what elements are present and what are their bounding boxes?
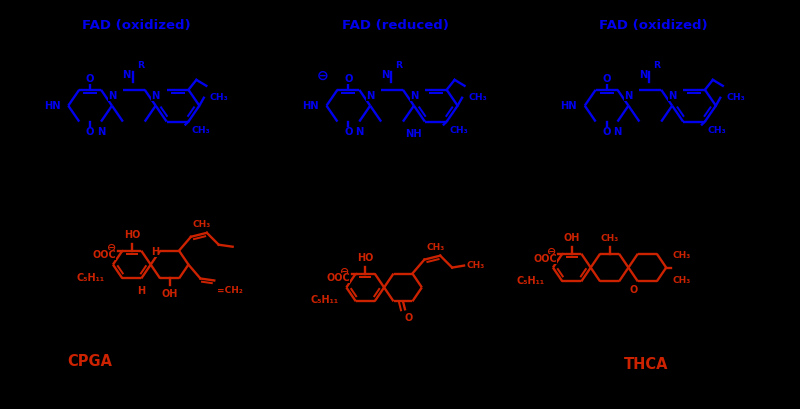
Text: O: O (405, 313, 414, 323)
Text: OOC: OOC (534, 254, 558, 264)
Text: O: O (629, 285, 638, 295)
Text: OOC: OOC (326, 274, 350, 283)
Text: N: N (639, 70, 647, 80)
Text: FAD (reduced): FAD (reduced) (342, 19, 449, 32)
Text: CH₃: CH₃ (210, 93, 229, 102)
Text: CH₃: CH₃ (193, 220, 211, 229)
Text: C₅H₁₁: C₅H₁₁ (310, 295, 338, 306)
Text: N: N (381, 70, 389, 80)
Text: NH: NH (405, 128, 422, 139)
Text: O: O (86, 74, 94, 84)
Text: ⊖: ⊖ (341, 267, 350, 276)
Text: O: O (344, 74, 353, 84)
Text: HN: HN (302, 101, 318, 111)
Text: CPGA: CPGA (68, 354, 113, 369)
Text: CH₃: CH₃ (601, 234, 618, 243)
Text: N: N (410, 91, 418, 101)
Text: HN: HN (44, 101, 60, 111)
Text: C₅H₁₁: C₅H₁₁ (517, 276, 545, 285)
Text: N: N (151, 91, 160, 101)
Text: CH₃: CH₃ (450, 126, 469, 135)
Text: CH₃: CH₃ (468, 93, 486, 102)
Text: OH: OH (564, 233, 580, 243)
Text: O: O (602, 74, 611, 84)
Text: CH₃: CH₃ (726, 93, 745, 102)
Text: N: N (668, 91, 676, 101)
Text: =CH₂: =CH₂ (218, 286, 243, 295)
Text: O: O (86, 128, 94, 137)
Text: CH₃: CH₃ (191, 126, 210, 135)
Text: H: H (138, 286, 146, 297)
Text: CH₃: CH₃ (426, 243, 445, 252)
Text: CH₃: CH₃ (672, 251, 690, 260)
Text: FAD (oxidized): FAD (oxidized) (82, 19, 191, 32)
Text: ⊖: ⊖ (317, 69, 329, 83)
Text: N: N (122, 70, 131, 80)
Text: FAD (oxidized): FAD (oxidized) (599, 19, 707, 32)
Text: HO: HO (124, 230, 140, 240)
Text: OOC: OOC (93, 249, 117, 260)
Text: R: R (395, 61, 402, 70)
Text: CH₃: CH₃ (708, 126, 726, 135)
Text: HN: HN (560, 101, 577, 111)
Text: N: N (614, 126, 622, 137)
Text: H: H (150, 247, 159, 256)
Text: ⊖: ⊖ (547, 247, 557, 257)
Text: CH₃: CH₃ (672, 276, 690, 285)
Text: N: N (624, 91, 633, 101)
Text: R: R (137, 61, 144, 70)
Text: OH: OH (162, 290, 178, 299)
Text: HO: HO (357, 253, 374, 263)
Text: N: N (355, 126, 363, 137)
Text: O: O (344, 128, 353, 137)
Text: N: N (97, 126, 106, 137)
Text: O: O (602, 128, 611, 137)
Text: C₅H₁₁: C₅H₁₁ (77, 272, 105, 283)
Text: ⊖: ⊖ (107, 243, 117, 253)
Text: THCA: THCA (624, 357, 669, 372)
Text: R: R (654, 61, 660, 70)
Text: N: N (366, 91, 374, 101)
Text: CH₃: CH₃ (466, 261, 484, 270)
Text: N: N (108, 91, 116, 101)
